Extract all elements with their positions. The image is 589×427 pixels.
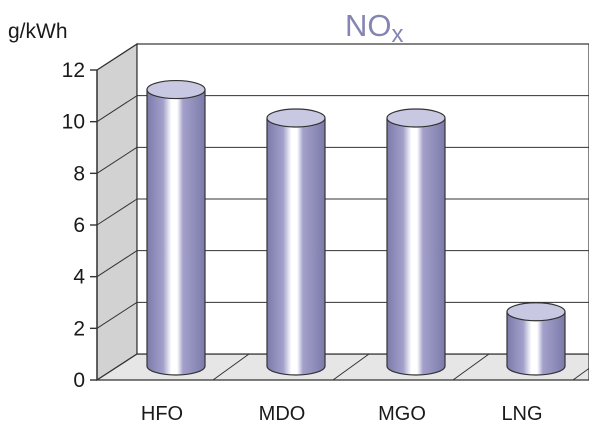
gridline-side [96, 301, 138, 329]
y-tick-label: 0 [73, 369, 85, 392]
gridline-side [96, 250, 138, 278]
bar-base [386, 365, 446, 376]
x-tick-label: MDO [259, 403, 306, 425]
bar-top [266, 108, 326, 128]
bar [146, 79, 206, 376]
y-tick-label: 10 [62, 111, 85, 134]
gridlines [96, 43, 589, 329]
y-tick-label: 2 [73, 317, 85, 340]
y-tick-label: 4 [73, 266, 85, 289]
bar-body [387, 118, 445, 366]
x-tick-label: MGO [378, 403, 426, 425]
bar [506, 302, 566, 376]
gridline-side [96, 95, 138, 123]
bar-top [146, 79, 206, 100]
bar [386, 108, 446, 376]
chart-floor [94, 353, 589, 381]
bar-base [266, 365, 326, 376]
chart-title: NOx [345, 8, 404, 48]
y-axis-label: g/kWh [8, 20, 68, 43]
y-tick-label: 8 [73, 162, 85, 185]
y-axis: 0 2 4 6 8 10 12 [62, 59, 98, 392]
floor-divider [452, 353, 490, 381]
y-tick-label: 12 [62, 59, 85, 82]
gridline-side [96, 198, 138, 226]
floor-divider [332, 353, 370, 381]
bar-top [506, 302, 566, 322]
x-tick-label: HFO [141, 403, 183, 425]
floor-divider [572, 367, 589, 381]
bar-body [147, 89, 205, 366]
chart-title-main: NO [345, 8, 392, 43]
bars [146, 79, 566, 376]
floor-divider [212, 353, 250, 381]
bar-body [267, 118, 325, 366]
bar-top [386, 108, 446, 128]
bar-base [506, 365, 566, 376]
gridline-side [96, 43, 138, 71]
y-tick-label: 6 [73, 214, 85, 237]
bar [266, 108, 326, 376]
chart-title-sub: x [392, 21, 404, 48]
x-tick-label: LNG [501, 403, 542, 425]
gridline-side [96, 146, 138, 174]
x-axis: HFO MDO MGO LNG [141, 353, 589, 425]
bar-base [146, 365, 206, 376]
